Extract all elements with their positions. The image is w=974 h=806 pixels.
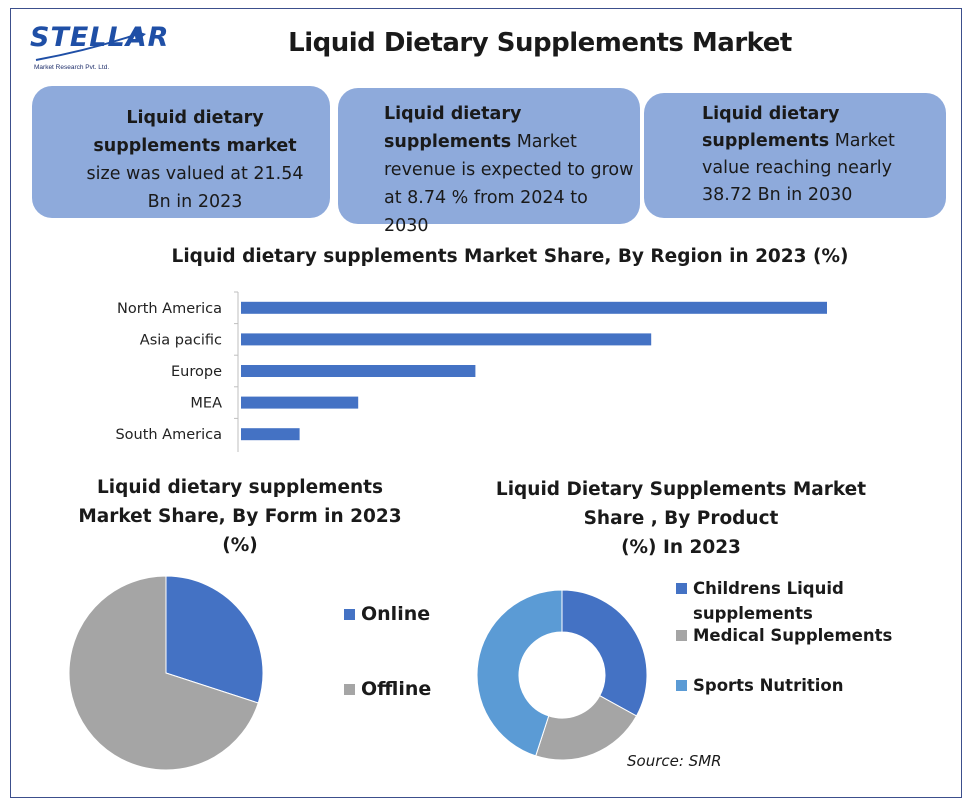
company-logo: STELLAR Market Research Pvt. Ltd. (30, 20, 168, 78)
card1-bold: Liquid dietary supplements market (93, 108, 297, 156)
card1-text: size was valued at 21.54 Bn in 2023 (86, 164, 304, 212)
market-size-card: Liquid dietary supplements market size w… (32, 86, 330, 218)
donut-slice-1 (561, 589, 648, 717)
bar-europe (241, 365, 476, 377)
legend-label: Medical Supplements (693, 626, 893, 645)
page-title: Liquid Dietary Supplements Market (288, 28, 792, 58)
bar-category-label: Europe (171, 364, 222, 380)
legend-label: Online (361, 603, 431, 625)
legend-sports: Sports Nutrition (676, 676, 843, 695)
donut-slice-2 (535, 695, 638, 761)
infographic-frame (10, 8, 962, 798)
bar-category-label: North America (117, 301, 222, 317)
logo-subtitle: Market Research Pvt. Ltd. (34, 64, 110, 71)
pie-slice-online (165, 575, 264, 704)
legend-swatch (676, 630, 687, 641)
legend-swatch (676, 680, 687, 691)
bar-category-label: South America (115, 427, 222, 443)
product-title-line: Share , By Product (583, 508, 779, 529)
pie-slice-offline (68, 575, 259, 771)
bar-mea (241, 396, 359, 409)
legend-online: Online (344, 603, 430, 625)
product-title-line: (%) In 2023 (621, 537, 741, 558)
bar-asia-pacific (241, 333, 652, 346)
legend-label: Childrens Liquid (693, 579, 844, 598)
region-chart-title: Liquid dietary supplements Market Share,… (171, 246, 849, 267)
legend-offline: Offline (344, 678, 431, 700)
logo-wordmark: STELLAR (30, 22, 170, 53)
card3-bold: Liquid dietary supplements (702, 104, 840, 151)
bar-north-america (241, 301, 827, 314)
legend-swatch (676, 583, 687, 594)
legend-swatch (344, 684, 355, 695)
legend-label: Sports Nutrition (693, 676, 844, 695)
bar-category-label: Asia pacific (140, 332, 222, 348)
form-title-line: (%) (222, 535, 258, 556)
form-title-line: Liquid dietary supplements (96, 477, 384, 498)
legend-label-cont: supplements (693, 604, 813, 623)
form-chart-title: Liquid dietary supplements Market Share,… (60, 473, 420, 560)
legend-swatch (344, 609, 355, 620)
bar-south-america (241, 428, 300, 441)
legend-label: Offline (361, 678, 432, 700)
logo-swoosh-icon (35, 30, 146, 61)
form-title-line: Market Share, By Form in 2023 (78, 506, 402, 527)
legend-childrens: Childrens Liquid supplements (676, 576, 844, 626)
source-note: Source: SMR (627, 752, 722, 770)
donut-slice-3 (476, 589, 563, 757)
product-title-line: Liquid Dietary Supplements Market (495, 479, 867, 500)
card2-text: Market revenue is expected to grow at 8.… (384, 132, 634, 236)
legend-medical: Medical Supplements (676, 626, 892, 645)
growth-rate-card: Liquid dietary supplements Market revenu… (338, 88, 640, 236)
card3-text: Market value reaching nearly 38.72 Bn in… (702, 131, 895, 205)
forecast-value-card: Liquid dietary supplements Market value … (644, 93, 946, 218)
product-chart-title: Liquid Dietary Supplements Market Share … (480, 475, 882, 562)
bar-category-label: MEA (190, 396, 222, 412)
card2-bold: Liquid dietary supplements (384, 104, 522, 152)
